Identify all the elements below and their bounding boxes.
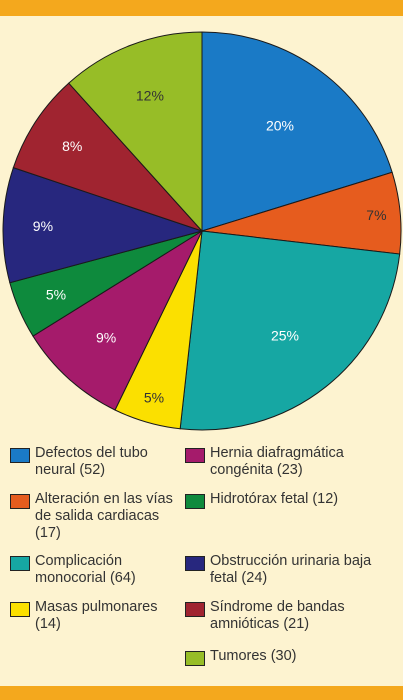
bottom-border-bar	[0, 686, 403, 700]
legend-swatch	[185, 602, 205, 617]
slice-percent-label: 20%	[266, 117, 294, 133]
pie-slice	[32, 229, 204, 411]
legend-label: Síndrome de bandas	[210, 599, 345, 615]
slice-percent-label: 25%	[271, 327, 299, 343]
legend-label: fetal (24)	[210, 570, 268, 586]
legend-label: Hernia diafragmática	[210, 445, 344, 461]
legend-label: monocorial (64)	[35, 570, 136, 586]
legend-swatch	[185, 651, 205, 666]
slice-percent-label: 5%	[46, 286, 66, 302]
slice-percent-label: 12%	[136, 87, 164, 103]
pie-chart: 20% 7% 25% 5% 9% 5% 9% 8% 12%	[2, 31, 402, 431]
legend-swatch	[185, 556, 205, 571]
pie-slice	[2, 167, 204, 284]
legend-swatch	[10, 494, 30, 509]
pie-slice	[12, 82, 204, 233]
slice-percent-label: 9%	[96, 329, 116, 345]
legend-label: Complicación	[35, 553, 123, 569]
top-border-bar	[0, 0, 403, 16]
slice-percent-label: 5%	[144, 389, 164, 405]
legend-label: congénita (23)	[210, 462, 303, 478]
legend-swatch	[10, 448, 30, 463]
legend-label: (14)	[35, 616, 61, 632]
legend-label: Defectos del tubo	[35, 445, 148, 461]
legend-label: Masas pulmonares	[35, 599, 158, 615]
slice-percent-label: 7%	[366, 207, 386, 223]
legend-label: Obstrucción urinaria baja	[210, 553, 372, 569]
legend-label: Hidrotórax fetal (12)	[210, 491, 339, 507]
legend-label: de salida cardiacas	[35, 508, 160, 524]
legend-swatch	[10, 602, 30, 617]
legend-swatch	[185, 494, 205, 509]
legend-label: Tumores (30)	[210, 648, 297, 664]
legend-swatch	[185, 448, 205, 463]
pie-slice	[179, 230, 401, 431]
legend-swatch	[10, 556, 30, 571]
legend-label: Alteración en las vías	[35, 491, 173, 507]
slice-percent-label: 8%	[62, 138, 82, 154]
pie-slice	[68, 31, 203, 233]
legend-label: neural (52)	[35, 462, 106, 478]
pie-slice	[201, 31, 393, 232]
slice-percent-label: 9%	[33, 218, 53, 234]
legend-label: (17)	[35, 525, 61, 541]
legend-label: amnióticas (21)	[210, 616, 310, 632]
